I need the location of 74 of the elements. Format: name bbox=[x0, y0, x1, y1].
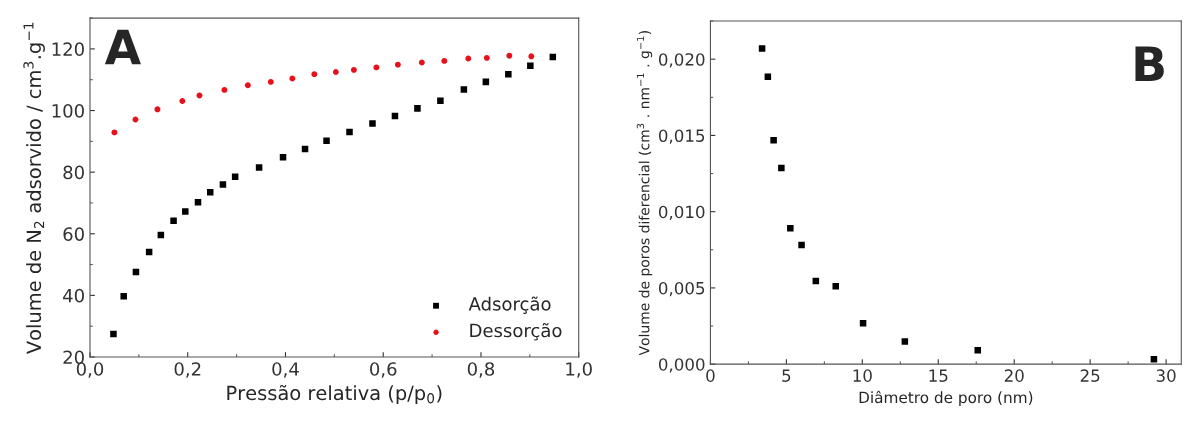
y-tick-label: 0,005 bbox=[658, 281, 705, 297]
point bbox=[179, 98, 186, 104]
x-tick-label: 1,0 bbox=[566, 362, 592, 378]
point bbox=[110, 330, 117, 338]
x-tick-label: 0,4 bbox=[272, 362, 299, 378]
point bbox=[770, 136, 777, 144]
point bbox=[267, 78, 274, 85]
point bbox=[255, 164, 263, 171]
legend-label: Adsorção bbox=[468, 296, 551, 314]
y-tick-label: 100 bbox=[52, 103, 84, 118]
legend-label: Dessorção bbox=[470, 322, 562, 341]
x-tick-label: 20 bbox=[1004, 369, 1024, 382]
y-axis-title: Volume de N$_{2}$ adsorvido / cm$^{3}$.g$^{−1}$ bbox=[23, 22, 45, 355]
y-tick-label: 120 bbox=[52, 42, 84, 57]
x-axis-title: Pressão relativa (p/p$_{0}$) bbox=[227, 384, 442, 405]
point bbox=[219, 181, 227, 188]
point bbox=[244, 82, 251, 89]
x-tick-label: 5 bbox=[782, 369, 791, 382]
point bbox=[346, 128, 353, 136]
point bbox=[418, 59, 425, 66]
point bbox=[394, 61, 401, 68]
point bbox=[505, 70, 512, 78]
point bbox=[414, 105, 421, 112]
x-tick-label: 30 bbox=[1156, 369, 1176, 382]
x-tick-label: 0,8 bbox=[467, 362, 495, 378]
point bbox=[483, 54, 490, 61]
point bbox=[350, 66, 357, 73]
y-tick-label: 0,010 bbox=[658, 205, 705, 220]
point bbox=[132, 116, 139, 123]
point bbox=[778, 164, 785, 172]
y-tick-label: 80 bbox=[63, 165, 84, 180]
point bbox=[787, 225, 794, 232]
point bbox=[221, 86, 228, 93]
point bbox=[194, 199, 202, 206]
point bbox=[832, 282, 839, 290]
point bbox=[369, 120, 376, 127]
point bbox=[528, 53, 535, 60]
point bbox=[974, 347, 981, 354]
x-tick-label: 0 bbox=[706, 369, 715, 382]
point bbox=[170, 217, 177, 225]
point bbox=[196, 92, 203, 99]
y-tick-label: 60 bbox=[63, 227, 84, 241]
point bbox=[460, 86, 468, 93]
x-tick-label: 25 bbox=[1080, 369, 1100, 382]
x-tick-label: 0,6 bbox=[370, 362, 397, 378]
y-tick-label: 0,020 bbox=[658, 53, 705, 68]
point bbox=[437, 97, 444, 104]
point bbox=[311, 71, 318, 78]
y-tick-label: 0,015 bbox=[658, 129, 705, 144]
y-tick-label: 20 bbox=[63, 350, 84, 365]
x-tick-label: 10 bbox=[853, 369, 872, 382]
point bbox=[527, 62, 534, 70]
point bbox=[111, 129, 118, 136]
x-tick-label: 0,2 bbox=[174, 362, 201, 378]
annotation: B bbox=[1135, 46, 1164, 81]
x-tick-label: 15 bbox=[929, 369, 948, 382]
point bbox=[758, 45, 766, 52]
point bbox=[323, 137, 330, 144]
point bbox=[465, 55, 472, 62]
point bbox=[332, 69, 339, 75]
point bbox=[182, 208, 189, 215]
y-tick-label: 0,000 bbox=[658, 358, 705, 373]
point bbox=[506, 52, 513, 59]
y-axis-title: Volume de poros diferencial (cm$^{3}$ . nm$^{−1}$ . g$^{−1}$) bbox=[636, 31, 653, 356]
y-tick-label: 40 bbox=[63, 288, 84, 303]
annotation: A bbox=[104, 29, 141, 65]
point bbox=[441, 57, 448, 64]
x-tick-label: 0,0 bbox=[76, 362, 104, 378]
point bbox=[279, 154, 287, 161]
x-axis-title: Diâmetro de poro (nm) bbox=[859, 390, 1033, 407]
point bbox=[901, 338, 909, 345]
point bbox=[798, 241, 805, 249]
point bbox=[120, 293, 127, 300]
point bbox=[373, 64, 380, 71]
